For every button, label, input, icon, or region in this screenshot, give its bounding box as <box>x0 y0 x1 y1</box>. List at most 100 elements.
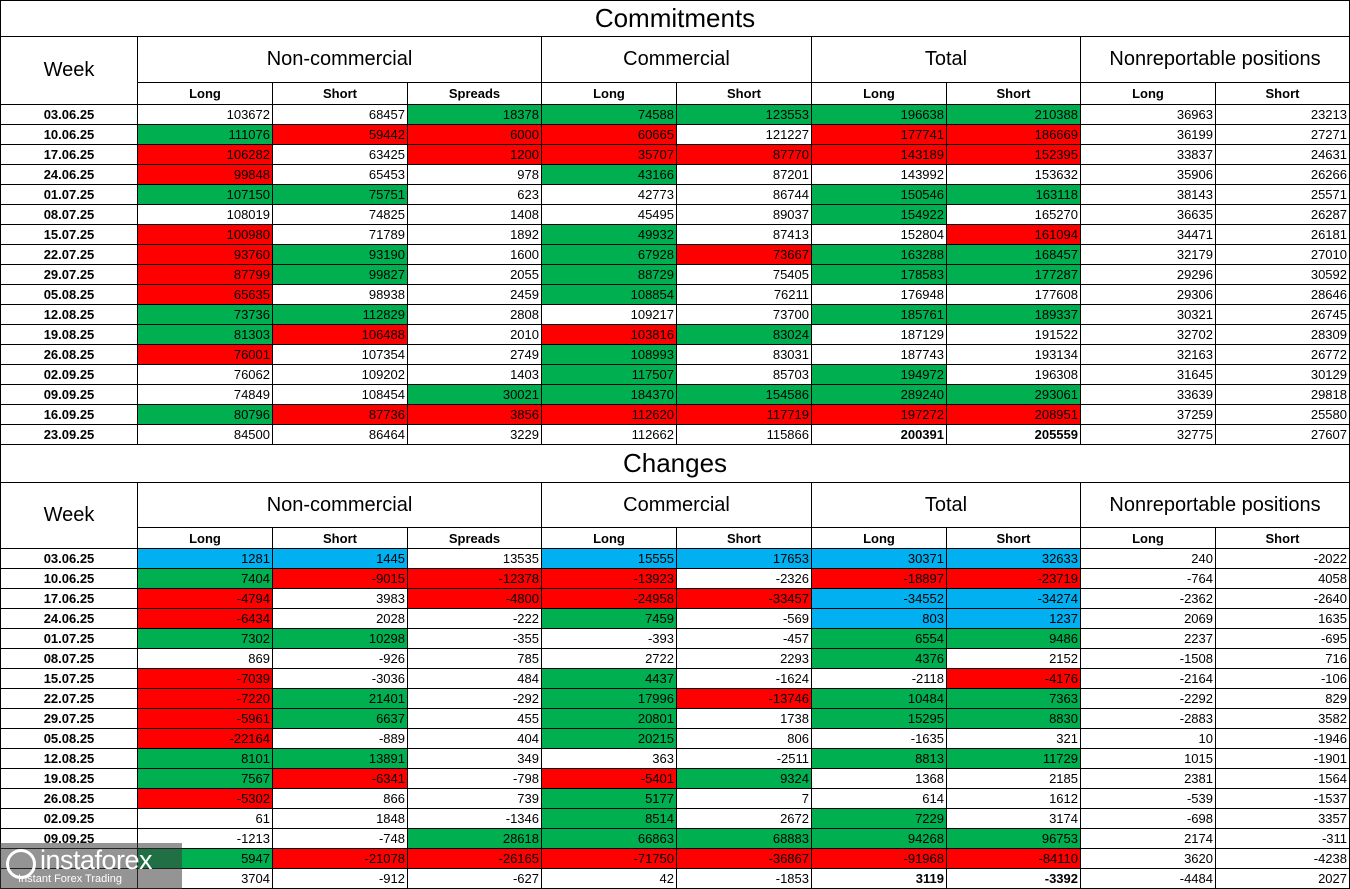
value-cell: -4484 <box>1080 868 1216 889</box>
value-cell: 869 <box>137 648 273 669</box>
value-cell: 25571 <box>1215 184 1350 205</box>
value-cell: 806 <box>676 728 812 749</box>
value-cell: 9324 <box>676 768 812 789</box>
value-cell: -5401 <box>541 768 677 789</box>
value-cell: -698 <box>1080 808 1216 829</box>
value-cell: 9486 <box>946 628 1081 649</box>
value-cell: 7302 <box>137 628 273 649</box>
value-cell: 739 <box>407 788 542 809</box>
value-cell: 193134 <box>946 344 1081 365</box>
sub-header: Long <box>1080 82 1216 105</box>
value-cell: 13891 <box>272 748 408 769</box>
value-cell: 17996 <box>541 688 677 709</box>
value-cell: 87201 <box>676 164 812 185</box>
value-cell: 29818 <box>1215 384 1350 405</box>
value-cell: -1901 <box>1215 748 1350 769</box>
value-cell: 83031 <box>676 344 812 365</box>
value-cell: -2164 <box>1080 668 1216 689</box>
value-cell: 8830 <box>946 708 1081 729</box>
value-cell: 80796 <box>137 404 273 425</box>
value-cell: -36867 <box>676 848 812 869</box>
group-header: Nonreportable positions <box>1080 36 1350 83</box>
value-cell: 99848 <box>137 164 273 185</box>
value-cell: 2069 <box>1080 608 1216 629</box>
value-cell: 84500 <box>137 424 273 445</box>
value-cell: 2459 <box>407 284 542 305</box>
value-cell: -3036 <box>272 668 408 689</box>
value-cell: 94268 <box>811 828 947 849</box>
value-cell: 76211 <box>676 284 812 305</box>
value-cell: 178583 <box>811 264 947 285</box>
value-cell: 1612 <box>946 788 1081 809</box>
value-cell: 8101 <box>137 748 273 769</box>
value-cell: 177287 <box>946 264 1081 285</box>
value-cell: -4238 <box>1215 848 1350 869</box>
week-cell: 19.08.25 <box>0 324 138 345</box>
value-cell: 829 <box>1215 688 1350 709</box>
value-cell: 28646 <box>1215 284 1350 305</box>
sub-header: Long <box>811 527 947 549</box>
value-cell: 208951 <box>946 404 1081 425</box>
value-cell: 121227 <box>676 124 812 145</box>
value-cell: -2292 <box>1080 688 1216 709</box>
value-cell: 73736 <box>137 304 273 325</box>
value-cell: 2237 <box>1080 628 1216 649</box>
value-cell: 68457 <box>272 104 408 125</box>
sub-header: Spreads <box>407 82 542 105</box>
group-header: Commercial <box>541 36 812 83</box>
watermark-tagline: Instant Forex Trading <box>18 873 122 885</box>
value-cell: 32633 <box>946 548 1081 569</box>
value-cell: 7459 <box>541 608 677 629</box>
value-cell: 154922 <box>811 204 947 225</box>
value-cell: 30321 <box>1080 304 1216 325</box>
value-cell: -1853 <box>676 868 812 889</box>
value-cell: 404 <box>407 728 542 749</box>
value-cell: 1848 <box>272 808 408 829</box>
value-cell: 196638 <box>811 104 947 125</box>
value-cell: 177741 <box>811 124 947 145</box>
value-cell: 117719 <box>676 404 812 425</box>
value-cell: 99827 <box>272 264 408 285</box>
value-cell: 36199 <box>1080 124 1216 145</box>
value-cell: 29306 <box>1080 284 1216 305</box>
value-cell: -1537 <box>1215 788 1350 809</box>
group-header: Nonreportable positions <box>1080 482 1350 528</box>
value-cell: 8813 <box>811 748 947 769</box>
value-cell: 30592 <box>1215 264 1350 285</box>
value-cell: 85703 <box>676 364 812 385</box>
week-cell: 15.07.25 <box>0 224 138 245</box>
value-cell: 106488 <box>272 324 408 345</box>
week-cell: 01.07.25 <box>0 184 138 205</box>
value-cell: 4437 <box>541 668 677 689</box>
week-cell: 03.06.25 <box>0 104 138 125</box>
value-cell: 614 <box>811 788 947 809</box>
value-cell: 38143 <box>1080 184 1216 205</box>
value-cell: 59442 <box>272 124 408 145</box>
value-cell: -106 <box>1215 668 1350 689</box>
value-cell: 2027 <box>1215 868 1350 889</box>
value-cell: 23213 <box>1215 104 1350 125</box>
value-cell: 7404 <box>137 568 273 589</box>
value-cell: 186669 <box>946 124 1081 145</box>
value-cell: 1281 <box>137 548 273 569</box>
value-cell: -21078 <box>272 848 408 869</box>
sub-header: Short <box>946 527 1081 549</box>
value-cell: -26165 <box>407 848 542 869</box>
value-cell: 74849 <box>137 384 273 405</box>
value-cell: 36635 <box>1080 204 1216 225</box>
value-cell: -6341 <box>272 768 408 789</box>
value-cell: 117507 <box>541 364 677 385</box>
value-cell: 3983 <box>272 588 408 609</box>
value-cell: 20215 <box>541 728 677 749</box>
value-cell: 21401 <box>272 688 408 709</box>
value-cell: -457 <box>676 628 812 649</box>
value-cell: -627 <box>407 868 542 889</box>
value-cell: 866 <box>272 788 408 809</box>
value-cell: -695 <box>1215 628 1350 649</box>
value-cell: -569 <box>676 608 812 629</box>
value-cell: 177608 <box>946 284 1081 305</box>
value-cell: 108454 <box>272 384 408 405</box>
value-cell: 27607 <box>1215 424 1350 445</box>
value-cell: -4800 <box>407 588 542 609</box>
